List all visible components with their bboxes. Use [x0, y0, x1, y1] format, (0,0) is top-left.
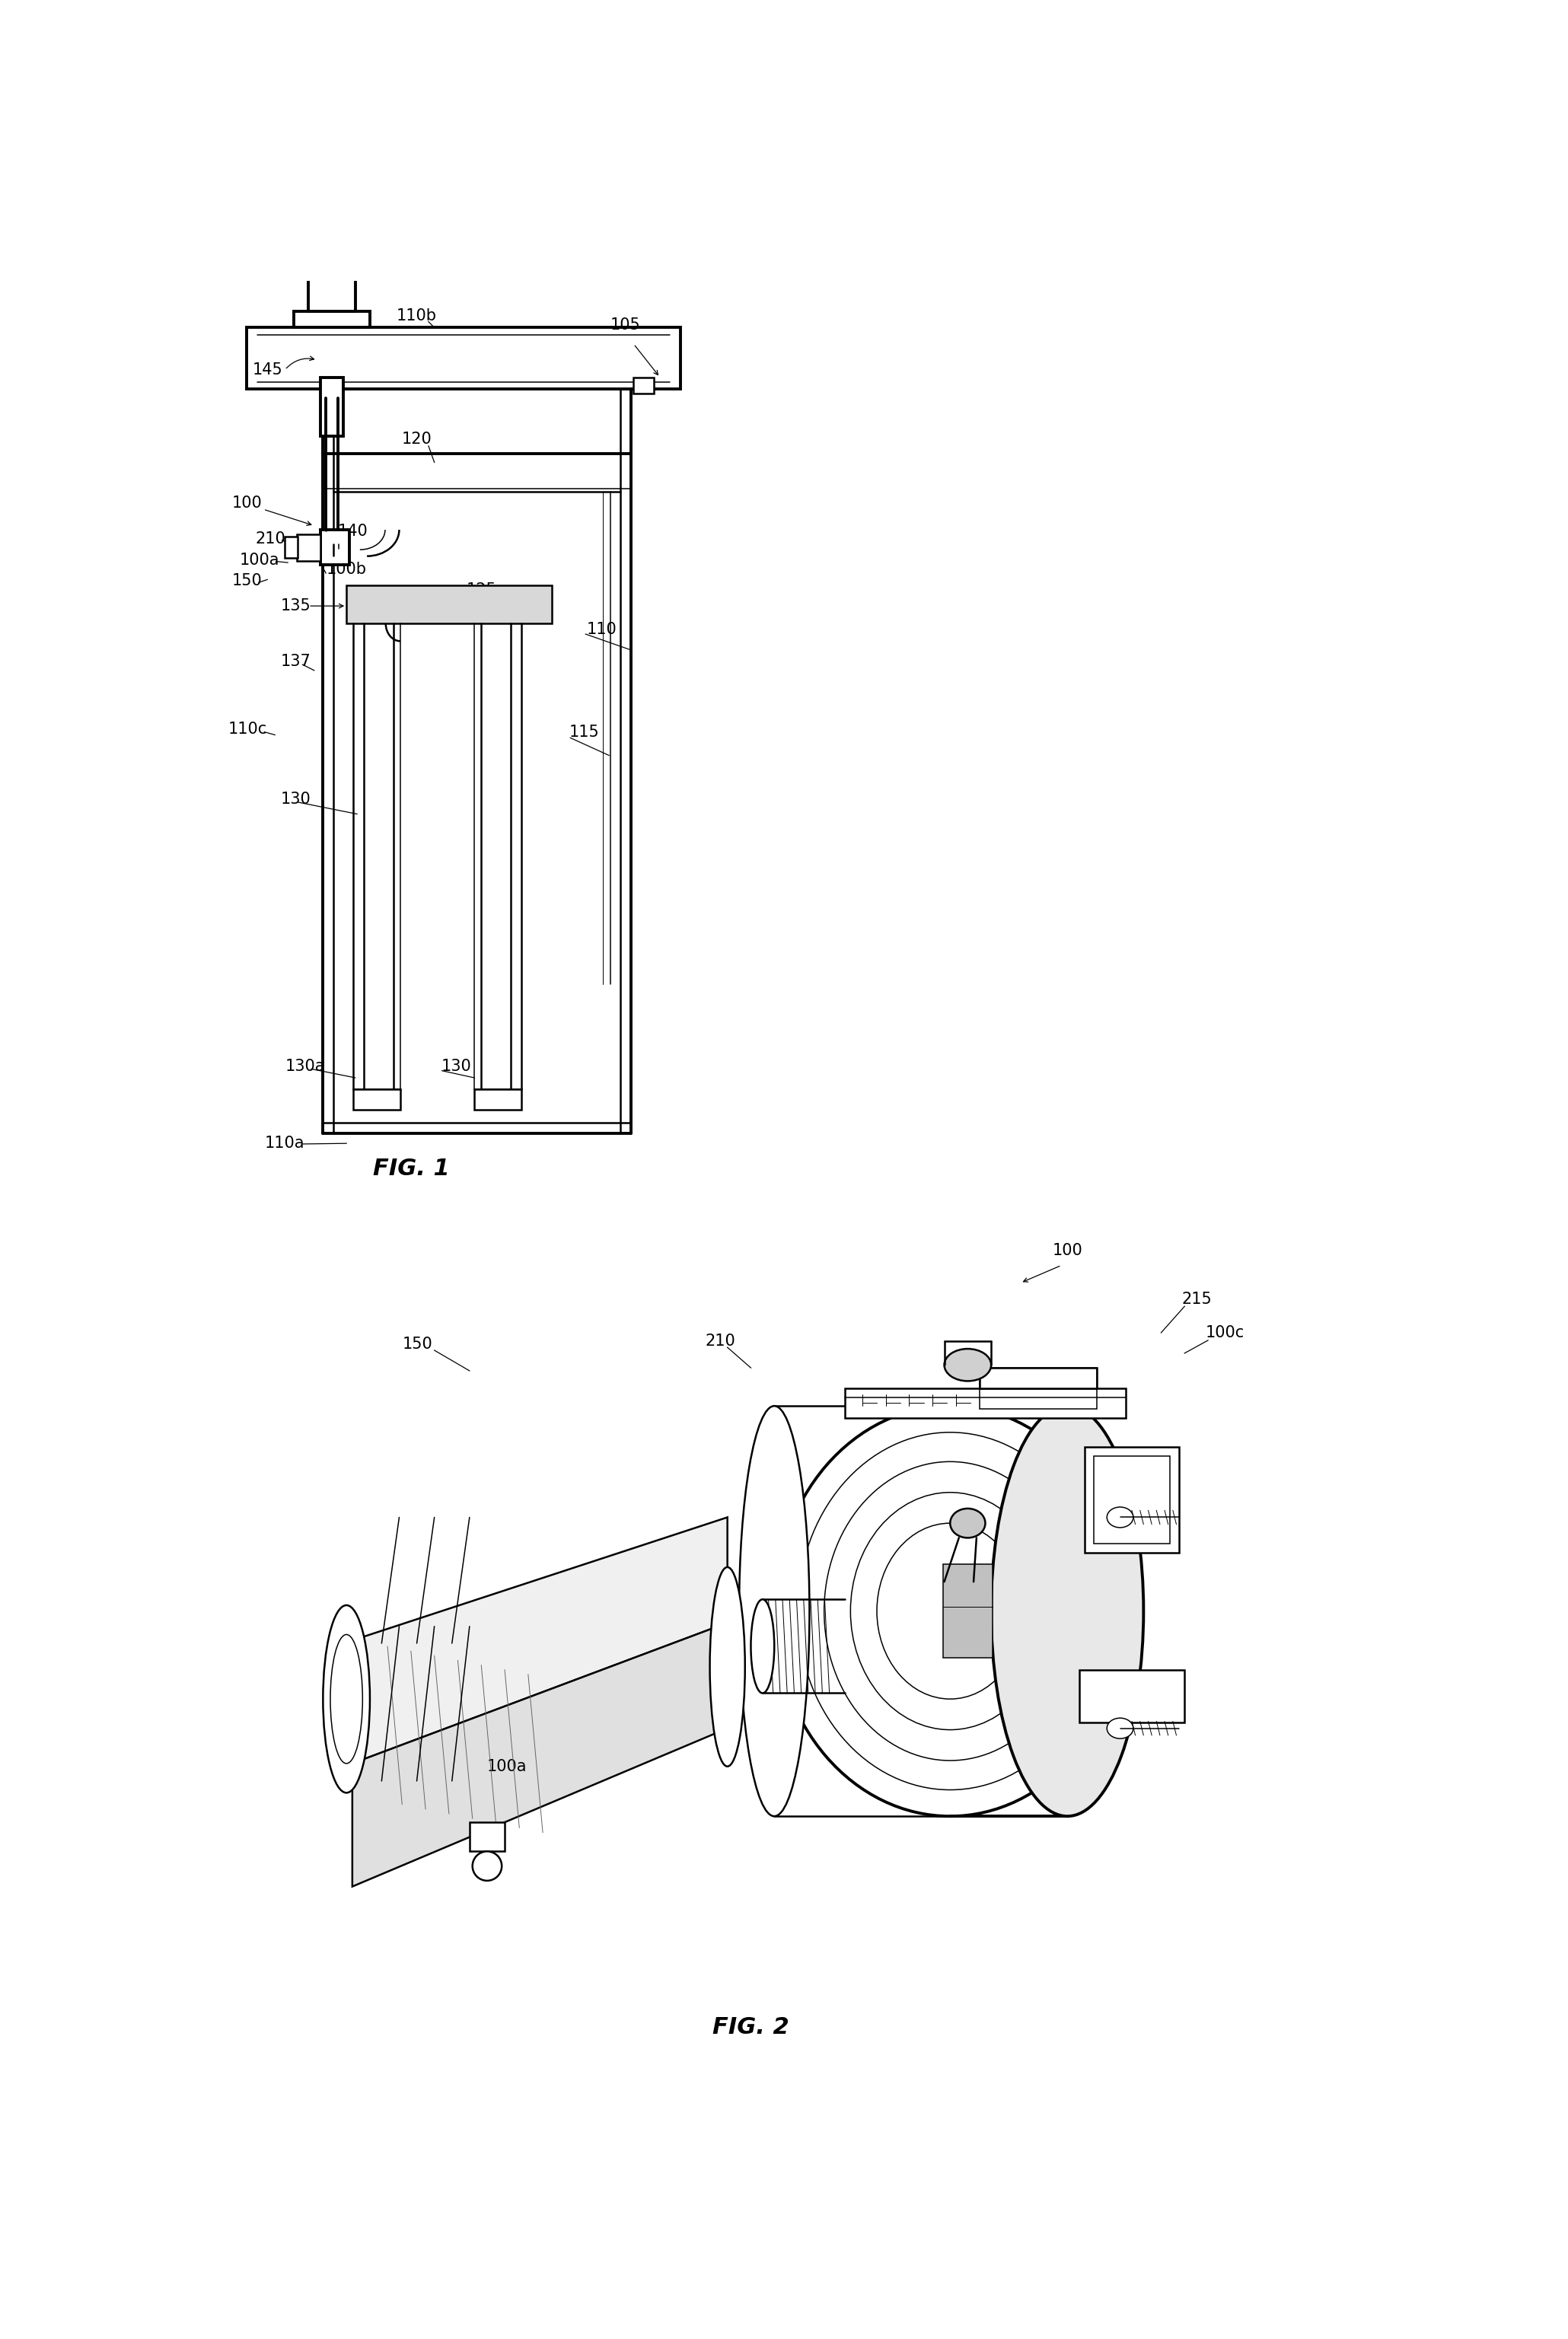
Bar	[309, 269, 356, 311]
Text: 210: 210	[256, 531, 285, 547]
Text: 100a: 100a	[240, 552, 279, 568]
Text: 210: 210	[706, 1333, 735, 1350]
Bar	[474, 1090, 521, 1111]
Ellipse shape	[944, 1350, 991, 1380]
Bar	[469, 1822, 505, 1852]
Text: 100b: 100b	[326, 561, 367, 578]
Bar	[285, 536, 298, 559]
Ellipse shape	[323, 1605, 370, 1792]
Ellipse shape	[1107, 1506, 1134, 1527]
Text: 130a: 130a	[285, 1060, 325, 1074]
Bar	[293, 311, 370, 327]
Text: 135: 135	[281, 599, 310, 613]
Bar	[318, 246, 345, 269]
Ellipse shape	[710, 1567, 745, 1766]
Text: 100a: 100a	[488, 1759, 527, 1773]
Bar	[320, 377, 343, 435]
Text: 100: 100	[1052, 1242, 1083, 1258]
Ellipse shape	[1107, 1719, 1134, 1738]
Text: 120: 120	[401, 430, 431, 447]
Text: FIG. 1: FIG. 1	[373, 1158, 450, 1179]
Bar	[1094, 1455, 1170, 1544]
Bar	[633, 377, 654, 393]
Text: 125: 125	[467, 582, 497, 599]
Bar	[942, 1565, 993, 1658]
Text: 110a: 110a	[265, 1137, 304, 1151]
Text: 150: 150	[401, 1338, 433, 1352]
Text: 100c: 100c	[1206, 1326, 1243, 1340]
Text: 140: 140	[337, 524, 368, 538]
Text: 150: 150	[232, 573, 262, 589]
Ellipse shape	[751, 1600, 775, 1693]
Polygon shape	[353, 1623, 728, 1888]
Text: 215: 215	[1182, 1291, 1212, 1308]
Text: 130: 130	[442, 1060, 472, 1074]
Bar	[246, 327, 681, 388]
Bar	[1079, 1670, 1184, 1722]
Polygon shape	[353, 1518, 728, 1764]
Bar	[980, 1368, 1096, 1408]
Text: 137: 137	[281, 655, 310, 669]
Text: 130: 130	[281, 791, 310, 807]
Text: 110b: 110b	[397, 309, 437, 323]
Bar	[320, 529, 350, 566]
Text: 100: 100	[232, 496, 262, 510]
Bar	[845, 1389, 1126, 1417]
Text: FIG. 2: FIG. 2	[712, 2016, 789, 2037]
Bar	[353, 1090, 400, 1111]
Text: 110c: 110c	[227, 720, 267, 737]
Text: 105: 105	[610, 318, 640, 332]
Bar	[347, 585, 552, 625]
Text: 110: 110	[586, 622, 616, 636]
Circle shape	[472, 1852, 502, 1881]
Text: 145: 145	[252, 363, 282, 377]
Ellipse shape	[991, 1406, 1143, 1815]
Text: 115: 115	[569, 725, 599, 739]
Ellipse shape	[739, 1406, 809, 1815]
Bar	[1085, 1448, 1179, 1553]
Bar	[980, 1368, 1096, 1389]
Bar	[296, 533, 320, 561]
Ellipse shape	[950, 1509, 985, 1537]
Ellipse shape	[775, 1406, 1126, 1815]
